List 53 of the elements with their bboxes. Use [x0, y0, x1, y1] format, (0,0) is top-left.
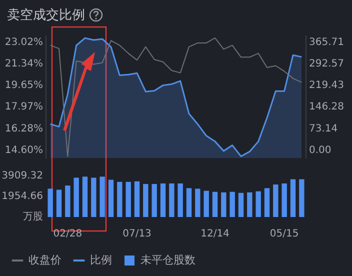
- bar: [152, 184, 157, 217]
- bar: [91, 178, 96, 217]
- bar: [282, 183, 287, 217]
- bar: [204, 190, 209, 217]
- y-tick-label: 万股: [23, 212, 43, 223]
- y-tick-label: 19.65%: [4, 80, 43, 92]
- text: 收盘价: [28, 253, 62, 266]
- bar: [48, 188, 53, 217]
- y-tick-label: 16.28%: [4, 123, 43, 134]
- bar: [134, 181, 140, 217]
- bar: [273, 184, 278, 217]
- y2-tick-label: 365.71: [309, 36, 344, 48]
- bar: [117, 182, 122, 217]
- bar: [65, 186, 70, 217]
- chart-title: 卖空成交比例: [7, 7, 85, 24]
- y-tick-label: 23.02%: [4, 36, 43, 48]
- bar: [264, 188, 270, 217]
- bar: [108, 180, 114, 217]
- y2-tick-label: 146.28: [309, 102, 344, 113]
- y-tick-label: 21.34%: [4, 58, 43, 70]
- legend-label: 未平仓股数: [140, 253, 196, 266]
- y2-tick-label: 73.14: [309, 123, 338, 134]
- bar: [169, 183, 174, 217]
- bar: [238, 192, 244, 217]
- bar: [100, 176, 105, 217]
- bar: [299, 179, 304, 217]
- x-tick-label: 02/28: [53, 228, 82, 240]
- bar: [256, 191, 261, 217]
- bar: [221, 192, 226, 217]
- bar: [230, 192, 235, 217]
- bar: [143, 184, 148, 217]
- y2-tick-label: 219.43: [309, 80, 344, 92]
- y-tick-label: 14.60%: [4, 144, 43, 156]
- x-tick-label: 12/14: [200, 228, 230, 240]
- bar: [290, 179, 296, 217]
- bar: [82, 176, 88, 217]
- y-tick-label: 17.97%: [4, 102, 43, 113]
- x-tick-label: 05/15: [270, 228, 299, 240]
- y-tick-label: 1954.66: [2, 191, 43, 202]
- bar: [160, 183, 166, 217]
- bar: [212, 192, 218, 217]
- bar: [186, 188, 192, 217]
- bar: [56, 190, 62, 217]
- text: 比例: [90, 253, 112, 266]
- bar: [195, 188, 200, 217]
- y2-tick-label: 292.57: [309, 58, 344, 70]
- bar: [126, 182, 131, 217]
- y2-tick-label: 0.00: [309, 144, 332, 156]
- x-tick-label: 07/13: [122, 228, 152, 240]
- bar: [178, 183, 183, 217]
- bar: [74, 178, 79, 217]
- bar: [247, 192, 252, 217]
- y-tick-label: 3909.32: [2, 170, 43, 182]
